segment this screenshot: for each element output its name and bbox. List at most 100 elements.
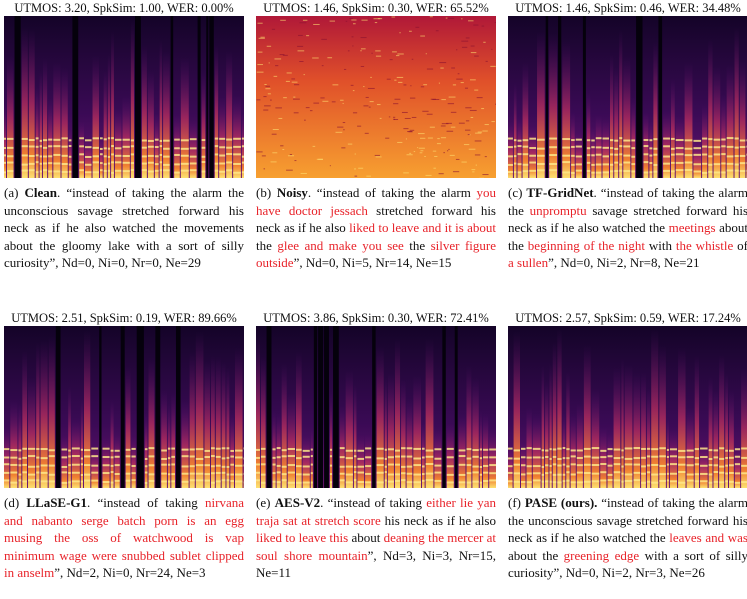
- harmonic: [42, 169, 48, 172]
- harmonic: [619, 145, 623, 148]
- harmonic: [226, 479, 230, 482]
- harmonic: [549, 471, 552, 474]
- harmonic: [102, 447, 110, 450]
- harmonic: [489, 472, 496, 475]
- speckle: [427, 137, 433, 139]
- harmonic: [122, 154, 130, 157]
- speckle: [441, 123, 449, 125]
- harmonic: [353, 465, 357, 468]
- caption-label: (d): [4, 495, 27, 510]
- harmonic: [174, 163, 180, 166]
- harmonic: [526, 472, 532, 475]
- silence: [72, 16, 79, 178]
- harmonic: [221, 471, 226, 474]
- speckle: [369, 101, 374, 103]
- harmonic: [678, 463, 686, 466]
- harmonic: [726, 169, 734, 172]
- harmonic: [508, 457, 513, 460]
- harmonic: [180, 147, 189, 150]
- harmonic: [181, 455, 189, 458]
- speckle: [451, 67, 455, 69]
- harmonic: [84, 464, 91, 467]
- harmonic: [591, 146, 595, 149]
- speckle: [472, 171, 475, 173]
- speckle: [363, 86, 365, 88]
- speckle: [350, 84, 354, 86]
- harmonic: [607, 479, 613, 482]
- harmonic: [345, 473, 353, 476]
- energy: [4, 103, 7, 178]
- speckle: [394, 98, 401, 100]
- speckle: [327, 57, 333, 59]
- harmonic: [659, 479, 666, 482]
- harmonic: [130, 145, 135, 148]
- harmonic: [739, 162, 746, 165]
- harmonic: [741, 472, 747, 475]
- harmonic: [549, 457, 552, 460]
- speckle: [321, 38, 327, 40]
- speckle: [266, 45, 272, 47]
- harmonic: [537, 163, 545, 166]
- harmonic: [413, 457, 422, 460]
- speckle: [425, 174, 432, 176]
- harmonic: [728, 449, 734, 452]
- harmonic: [189, 138, 197, 141]
- harmonic: [602, 155, 609, 158]
- harmonic: [641, 447, 646, 450]
- harmonic: [241, 155, 244, 158]
- harmonic: [163, 139, 170, 142]
- speckle: [364, 132, 369, 134]
- harmonic: [666, 463, 669, 466]
- silence: [175, 326, 181, 488]
- harmonic: [99, 137, 103, 140]
- energy: [204, 360, 210, 488]
- harmonic: [446, 473, 454, 476]
- harmonic: [401, 465, 406, 468]
- harmonic: [111, 161, 114, 164]
- speckle: [411, 116, 417, 118]
- speckle: [283, 97, 287, 99]
- speckle: [256, 71, 264, 73]
- harmonic: [241, 161, 244, 164]
- silence: [170, 16, 174, 178]
- speckle: [468, 20, 474, 22]
- harmonic: [659, 455, 666, 458]
- harmonic: [189, 162, 197, 165]
- harmonic: [171, 473, 175, 476]
- harmonic: [406, 447, 413, 450]
- harmonic: [154, 163, 159, 166]
- error-text: either lie yan traja sat at stretch scor…: [256, 495, 497, 528]
- speckle: [351, 19, 357, 21]
- harmonic: [472, 480, 479, 483]
- harmonic: [422, 456, 425, 459]
- harmonic: [21, 154, 28, 157]
- harmonic: [621, 456, 624, 459]
- harmonic: [609, 163, 614, 166]
- harmonic: [219, 154, 226, 157]
- harmonic: [708, 163, 713, 166]
- speckle: [282, 148, 285, 150]
- harmonic: [384, 471, 387, 474]
- speckle: [445, 17, 448, 19]
- harmonic: [103, 163, 107, 166]
- harmonic: [489, 456, 496, 459]
- speckle: [456, 49, 458, 51]
- energy: [210, 355, 215, 488]
- harmonic: [614, 170, 619, 173]
- energy: [708, 376, 713, 488]
- harmonic: [387, 480, 394, 483]
- harmonic: [734, 481, 741, 484]
- harmonic: [210, 465, 215, 468]
- harmonic: [739, 139, 746, 142]
- energy: [623, 56, 631, 178]
- energy: [394, 338, 401, 488]
- energy: [614, 67, 619, 178]
- harmonic: [233, 145, 241, 148]
- harmonic: [741, 447, 747, 450]
- speckle: [437, 138, 440, 140]
- harmonic: [80, 448, 84, 451]
- harmonic: [111, 153, 114, 156]
- harmonic: [458, 463, 466, 466]
- energy: [387, 372, 394, 488]
- harmonic: [230, 480, 234, 483]
